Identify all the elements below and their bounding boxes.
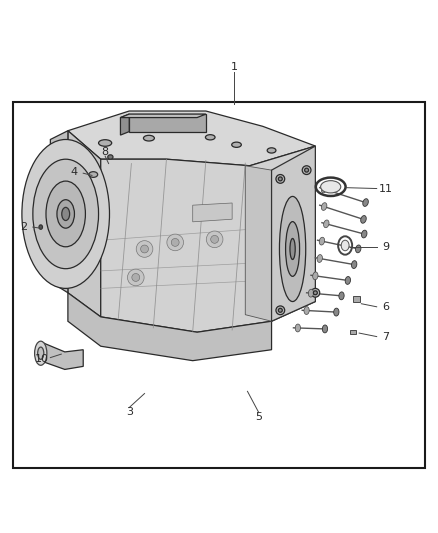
Polygon shape: [120, 114, 206, 118]
Ellipse shape: [99, 140, 112, 146]
Ellipse shape: [356, 245, 361, 253]
Ellipse shape: [136, 241, 153, 257]
Ellipse shape: [206, 231, 223, 248]
Ellipse shape: [321, 181, 341, 193]
Ellipse shape: [345, 277, 350, 285]
Polygon shape: [39, 343, 44, 364]
Ellipse shape: [322, 325, 328, 333]
Polygon shape: [245, 166, 272, 321]
Ellipse shape: [108, 155, 113, 159]
Ellipse shape: [167, 234, 184, 251]
Polygon shape: [68, 293, 272, 361]
Ellipse shape: [341, 240, 349, 251]
Ellipse shape: [324, 220, 329, 228]
Text: 3: 3: [126, 407, 133, 417]
Ellipse shape: [39, 225, 42, 229]
Ellipse shape: [141, 245, 148, 253]
Ellipse shape: [22, 140, 110, 288]
Ellipse shape: [361, 215, 366, 223]
Ellipse shape: [144, 135, 154, 141]
Text: 10: 10: [35, 354, 49, 365]
Ellipse shape: [279, 308, 282, 312]
Polygon shape: [50, 131, 68, 293]
Ellipse shape: [205, 135, 215, 140]
Text: 2: 2: [21, 222, 28, 232]
Ellipse shape: [38, 347, 44, 359]
Ellipse shape: [276, 306, 285, 314]
Ellipse shape: [295, 324, 300, 332]
Ellipse shape: [302, 166, 311, 174]
Text: 6: 6: [382, 302, 389, 312]
Ellipse shape: [361, 230, 367, 238]
Ellipse shape: [57, 200, 74, 228]
Ellipse shape: [311, 288, 320, 297]
Ellipse shape: [279, 197, 306, 302]
Polygon shape: [68, 111, 315, 166]
Text: 9: 9: [382, 242, 389, 252]
Polygon shape: [272, 146, 315, 321]
Ellipse shape: [304, 306, 309, 314]
Ellipse shape: [319, 237, 325, 245]
Ellipse shape: [46, 181, 85, 247]
Ellipse shape: [276, 174, 285, 183]
Text: 5: 5: [255, 411, 262, 422]
Polygon shape: [129, 114, 206, 132]
Ellipse shape: [290, 238, 295, 260]
Ellipse shape: [304, 168, 308, 172]
Ellipse shape: [321, 203, 327, 211]
Ellipse shape: [33, 159, 99, 269]
Ellipse shape: [62, 207, 70, 221]
Ellipse shape: [317, 255, 322, 262]
Polygon shape: [193, 203, 232, 222]
Ellipse shape: [211, 236, 219, 243]
Text: 11: 11: [378, 183, 392, 193]
Polygon shape: [101, 146, 315, 332]
Polygon shape: [68, 131, 101, 317]
Ellipse shape: [352, 261, 357, 269]
Bar: [13, 102, 425, 468]
Ellipse shape: [334, 308, 339, 316]
Ellipse shape: [127, 269, 144, 286]
Text: 8: 8: [102, 147, 109, 157]
Text: 7: 7: [382, 332, 389, 342]
Ellipse shape: [363, 199, 368, 206]
Ellipse shape: [35, 341, 47, 365]
Ellipse shape: [314, 291, 317, 295]
Ellipse shape: [321, 185, 327, 193]
Polygon shape: [44, 343, 83, 369]
Text: 1: 1: [231, 62, 238, 72]
Ellipse shape: [171, 238, 179, 246]
Ellipse shape: [279, 177, 282, 181]
FancyBboxPatch shape: [350, 330, 356, 334]
Ellipse shape: [89, 172, 98, 177]
Ellipse shape: [232, 142, 241, 147]
Ellipse shape: [313, 272, 318, 280]
Ellipse shape: [132, 273, 140, 281]
Ellipse shape: [267, 148, 276, 153]
FancyBboxPatch shape: [353, 296, 360, 302]
Ellipse shape: [308, 289, 314, 297]
Polygon shape: [120, 114, 129, 135]
Text: 4: 4: [71, 167, 78, 177]
Ellipse shape: [286, 222, 300, 276]
Ellipse shape: [339, 292, 344, 300]
